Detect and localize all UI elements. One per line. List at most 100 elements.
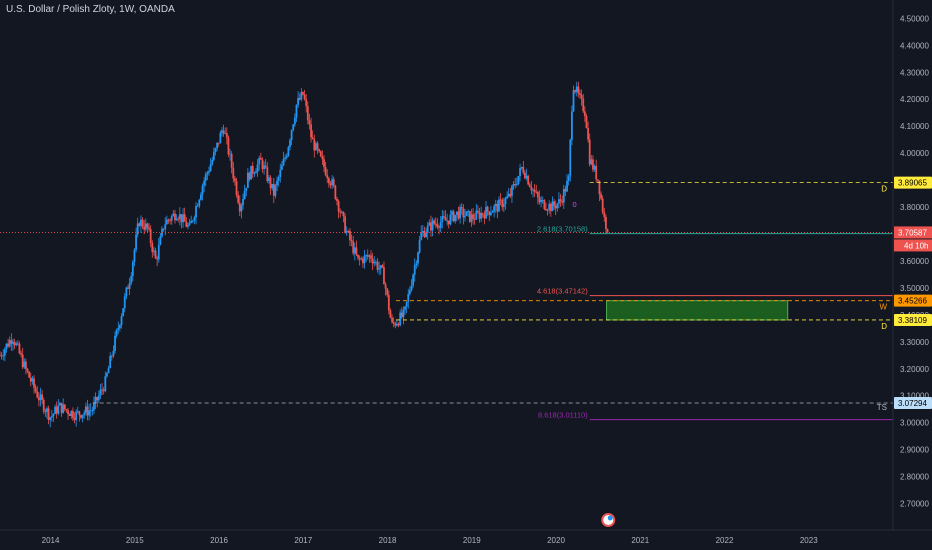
candle-body: [415, 263, 418, 265]
candle: [378, 261, 381, 276]
candle-body: [177, 218, 180, 220]
candle: [242, 193, 244, 210]
candle-body: [357, 254, 359, 258]
candle: [507, 188, 510, 198]
candle: [50, 409, 53, 422]
d-level-upper-tag: 3.89065: [894, 176, 932, 189]
candle-body: [546, 209, 549, 211]
candle-body: [430, 222, 432, 231]
candle-body: [360, 258, 363, 260]
candle: [496, 200, 499, 219]
candle-body: [83, 412, 86, 415]
candle-body: [551, 201, 554, 212]
candle: [558, 192, 560, 209]
candle: [47, 405, 50, 425]
candle-body: [332, 179, 335, 186]
ts-level-letter: TS: [877, 403, 887, 412]
candle: [253, 171, 256, 177]
candle-body: [318, 149, 321, 152]
candle-body: [298, 98, 301, 100]
candle-body: [62, 404, 65, 413]
candle-body: [256, 164, 259, 172]
candle-body: [392, 322, 395, 324]
candle: [75, 409, 78, 427]
candle: [287, 145, 290, 157]
candle-body: [130, 275, 133, 284]
candle: [464, 208, 466, 222]
price-tag-bg: [894, 313, 932, 326]
candle-body: [131, 261, 134, 276]
candle-body: [485, 206, 487, 219]
candle: [274, 183, 277, 199]
candle: [191, 219, 194, 224]
candle-body: [389, 310, 392, 318]
candle: [169, 218, 172, 225]
candle: [99, 383, 102, 400]
candle-body: [344, 216, 346, 233]
candle-body: [592, 159, 594, 170]
candle: [80, 414, 82, 420]
candle-body: [93, 402, 95, 411]
candle-body: [277, 177, 280, 181]
candle: [34, 384, 37, 394]
candle-body: [211, 159, 214, 165]
price-tick-label: 3.20000: [900, 365, 929, 374]
price-tick-label: 2.90000: [900, 446, 929, 455]
candle-body: [106, 373, 108, 377]
candle-body: [337, 201, 340, 212]
candle: [540, 195, 543, 208]
price-tag-bg: [894, 176, 932, 189]
candle-body: [153, 250, 155, 252]
candle: [101, 383, 103, 396]
candle-body: [493, 206, 496, 212]
candle-body: [326, 175, 329, 179]
candle: [405, 301, 408, 314]
candle: [94, 392, 97, 409]
candle-body: [102, 389, 105, 392]
candle-body: [488, 211, 491, 216]
candle: [211, 156, 214, 167]
candle-body: [178, 214, 181, 220]
candle: [457, 206, 460, 220]
candle: [268, 175, 270, 184]
candle-body: [558, 199, 560, 204]
candle-body: [504, 198, 507, 205]
candle-body: [483, 214, 486, 219]
candle-body: [582, 98, 585, 112]
candle: [371, 252, 374, 271]
candle: [86, 399, 89, 421]
candle: [363, 250, 366, 269]
candle-body: [229, 153, 231, 155]
candle-body: [26, 368, 29, 372]
candle-body: [569, 139, 572, 177]
candle-body: [379, 265, 382, 269]
price-tick-label: 3.50000: [900, 284, 929, 293]
candle: [452, 209, 455, 223]
candle: [91, 406, 94, 416]
candle: [570, 105, 573, 146]
candle-body: [541, 199, 544, 201]
candle: [232, 161, 235, 183]
candle-body: [125, 287, 128, 297]
candle: [407, 288, 410, 309]
candle-body: [570, 111, 573, 140]
candle-body: [306, 106, 309, 121]
candle: [360, 256, 363, 261]
candle: [543, 199, 546, 211]
candle: [303, 89, 306, 101]
candle-body: [374, 261, 377, 263]
candle-body: [151, 243, 154, 252]
candle: [302, 91, 304, 96]
candle: [72, 407, 74, 421]
candle: [293, 113, 296, 127]
candle: [509, 188, 512, 199]
candle: [376, 258, 379, 273]
candle-body: [191, 220, 194, 222]
candle-body: [0, 355, 3, 357]
candle-body: [394, 323, 397, 326]
candle-body: [605, 217, 607, 230]
candle: [528, 182, 531, 188]
candle-body: [242, 199, 244, 206]
candle: [209, 158, 212, 172]
